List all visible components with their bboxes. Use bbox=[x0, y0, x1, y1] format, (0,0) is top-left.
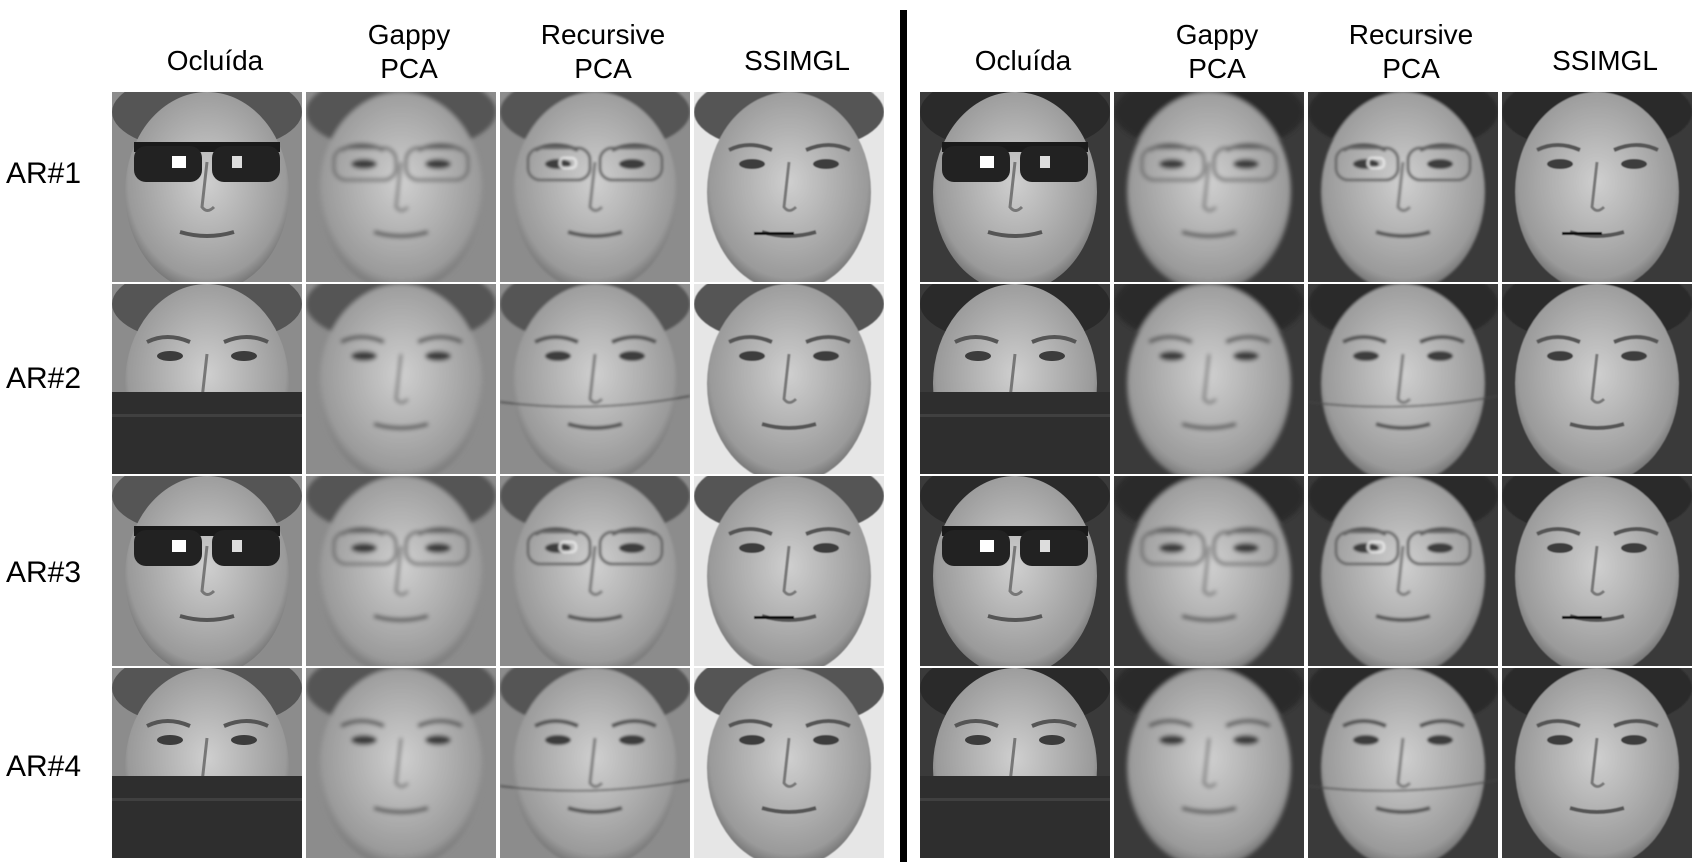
face-image-male-subject-ar2-recursive-pca bbox=[500, 284, 690, 474]
face-image-female-subject-ar2-occluded bbox=[920, 284, 1110, 474]
column-header-recursive-pca: Recursive PCA bbox=[1348, 19, 1474, 84]
face-image-male-subject-ar3-gappy-pca bbox=[306, 476, 496, 666]
face-image-male-subject-ar2-ssimgl bbox=[694, 284, 884, 474]
column-header-occluded: Ocluída bbox=[974, 45, 1072, 76]
face-image-female-subject-ar4-occluded bbox=[920, 668, 1110, 858]
face-image-female-subject-ar2-gappy-pca bbox=[1114, 284, 1304, 474]
face-image-female-subject-ar3-ssimgl bbox=[1502, 476, 1692, 666]
row-label-4: AR#4 bbox=[6, 750, 82, 783]
face-image-male-subject-ar3-ssimgl bbox=[694, 476, 884, 666]
face-image-female-subject-ar4-ssimgl bbox=[1502, 668, 1692, 858]
face-image-female-subject-ar1-gappy-pca bbox=[1114, 92, 1304, 282]
row-label-2: AR#2 bbox=[6, 362, 82, 395]
column-header-gappy-pca: Gappy PCA bbox=[1175, 19, 1259, 84]
face-image-male-subject-ar1-occluded bbox=[112, 92, 302, 282]
column-header-ssimgl: SSIMGL bbox=[1552, 45, 1658, 76]
face-image-female-subject-ar2-recursive-pca bbox=[1308, 284, 1498, 474]
face-image-female-subject-ar4-recursive-pca bbox=[1308, 668, 1498, 858]
face-image-male-subject-ar3-occluded bbox=[112, 476, 302, 666]
face-image-female-subject-ar3-gappy-pca bbox=[1114, 476, 1304, 666]
face-image-male-subject-ar4-gappy-pca bbox=[306, 668, 496, 858]
panel-divider bbox=[900, 10, 907, 862]
face-image-female-subject-ar2-ssimgl bbox=[1502, 284, 1692, 474]
column-header-occluded: Ocluída bbox=[166, 45, 264, 76]
face-image-male-subject-ar2-occluded bbox=[112, 284, 302, 474]
face-image-male-subject-ar4-occluded bbox=[112, 668, 302, 858]
face-image-female-subject-ar1-occluded bbox=[920, 92, 1110, 282]
face-image-male-subject-ar4-ssimgl bbox=[694, 668, 884, 858]
face-image-female-subject-ar3-recursive-pca bbox=[1308, 476, 1498, 666]
face-image-male-subject-ar2-gappy-pca bbox=[306, 284, 496, 474]
face-image-female-subject-ar1-recursive-pca bbox=[1308, 92, 1498, 282]
column-header-gappy-pca: Gappy PCA bbox=[367, 19, 451, 84]
row-label-1: AR#1 bbox=[6, 157, 82, 190]
row-label-3: AR#3 bbox=[6, 556, 82, 589]
face-image-male-subject-ar4-recursive-pca bbox=[500, 668, 690, 858]
face-image-female-subject-ar1-ssimgl bbox=[1502, 92, 1692, 282]
face-image-male-subject-ar1-gappy-pca bbox=[306, 92, 496, 282]
face-image-male-subject-ar3-recursive-pca bbox=[500, 476, 690, 666]
face-image-female-subject-ar3-occluded bbox=[920, 476, 1110, 666]
face-image-female-subject-ar4-gappy-pca bbox=[1114, 668, 1304, 858]
column-header-recursive-pca: Recursive PCA bbox=[540, 19, 666, 84]
face-image-male-subject-ar1-recursive-pca bbox=[500, 92, 690, 282]
face-image-male-subject-ar1-ssimgl bbox=[694, 92, 884, 282]
column-header-ssimgl: SSIMGL bbox=[744, 45, 850, 76]
